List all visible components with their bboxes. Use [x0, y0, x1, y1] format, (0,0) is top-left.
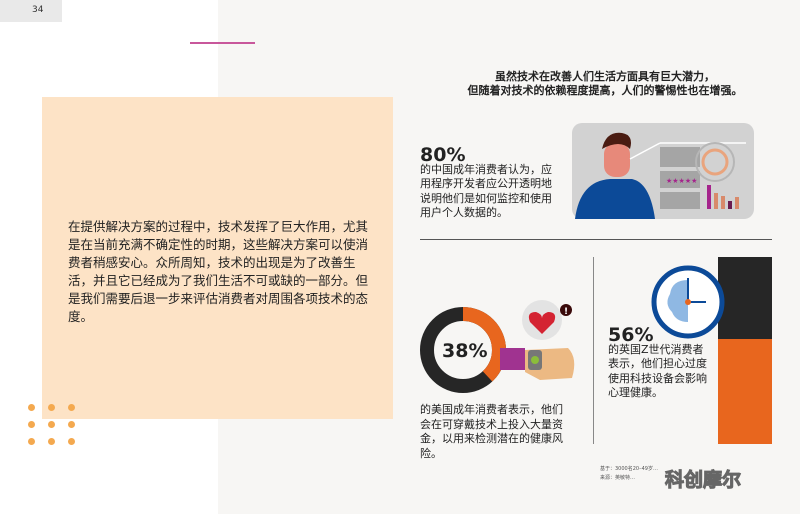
footnote: 基于：3000名20–49岁… 来源：英敏特…	[600, 466, 658, 481]
dark-bar	[718, 257, 772, 339]
accent-line	[190, 42, 255, 44]
stat-38-value: 38%	[442, 340, 488, 362]
svg-text:★★★★★: ★★★★★	[666, 177, 697, 185]
page-number: 34	[0, 0, 62, 22]
svg-text:!: !	[564, 307, 568, 317]
stat-80: 80% 的中国成年消费者认为，应用程序开发者应公开透明地说明他们是如何监控和使用…	[420, 144, 552, 219]
divider-vertical	[593, 257, 594, 444]
intro-text: 在提供解决方案的过程中，技术发挥了巨大作用，尤其是在当前充满不确定性的时期，这些…	[68, 219, 369, 324]
watermark-logo: 科创摩尔	[664, 469, 742, 492]
stat-38-text: 的美国成年消费者表示，他们会在可穿戴技术上投入大量资金，以用来检测潜在的健康风险…	[420, 403, 563, 460]
divider	[420, 239, 772, 240]
smartwatch-heart-illustration: !	[500, 300, 575, 380]
donut-arc	[420, 307, 506, 393]
stat-56: 56% 的英国Z世代消费者表示，他们担心过度使用科技设备会影响心理健康。	[608, 324, 707, 399]
dot-pattern	[28, 404, 78, 445]
donut-chart-38	[420, 307, 506, 393]
face-recognition-illustration: ★★★★★	[572, 123, 754, 219]
intro-box	[42, 97, 393, 419]
clock-brain-icon	[651, 265, 725, 339]
headline: 虽然技术在改善人们生活方面具有巨大潜力， 但随着对技术的依赖程度提高，人们的警惕性…	[467, 70, 743, 97]
